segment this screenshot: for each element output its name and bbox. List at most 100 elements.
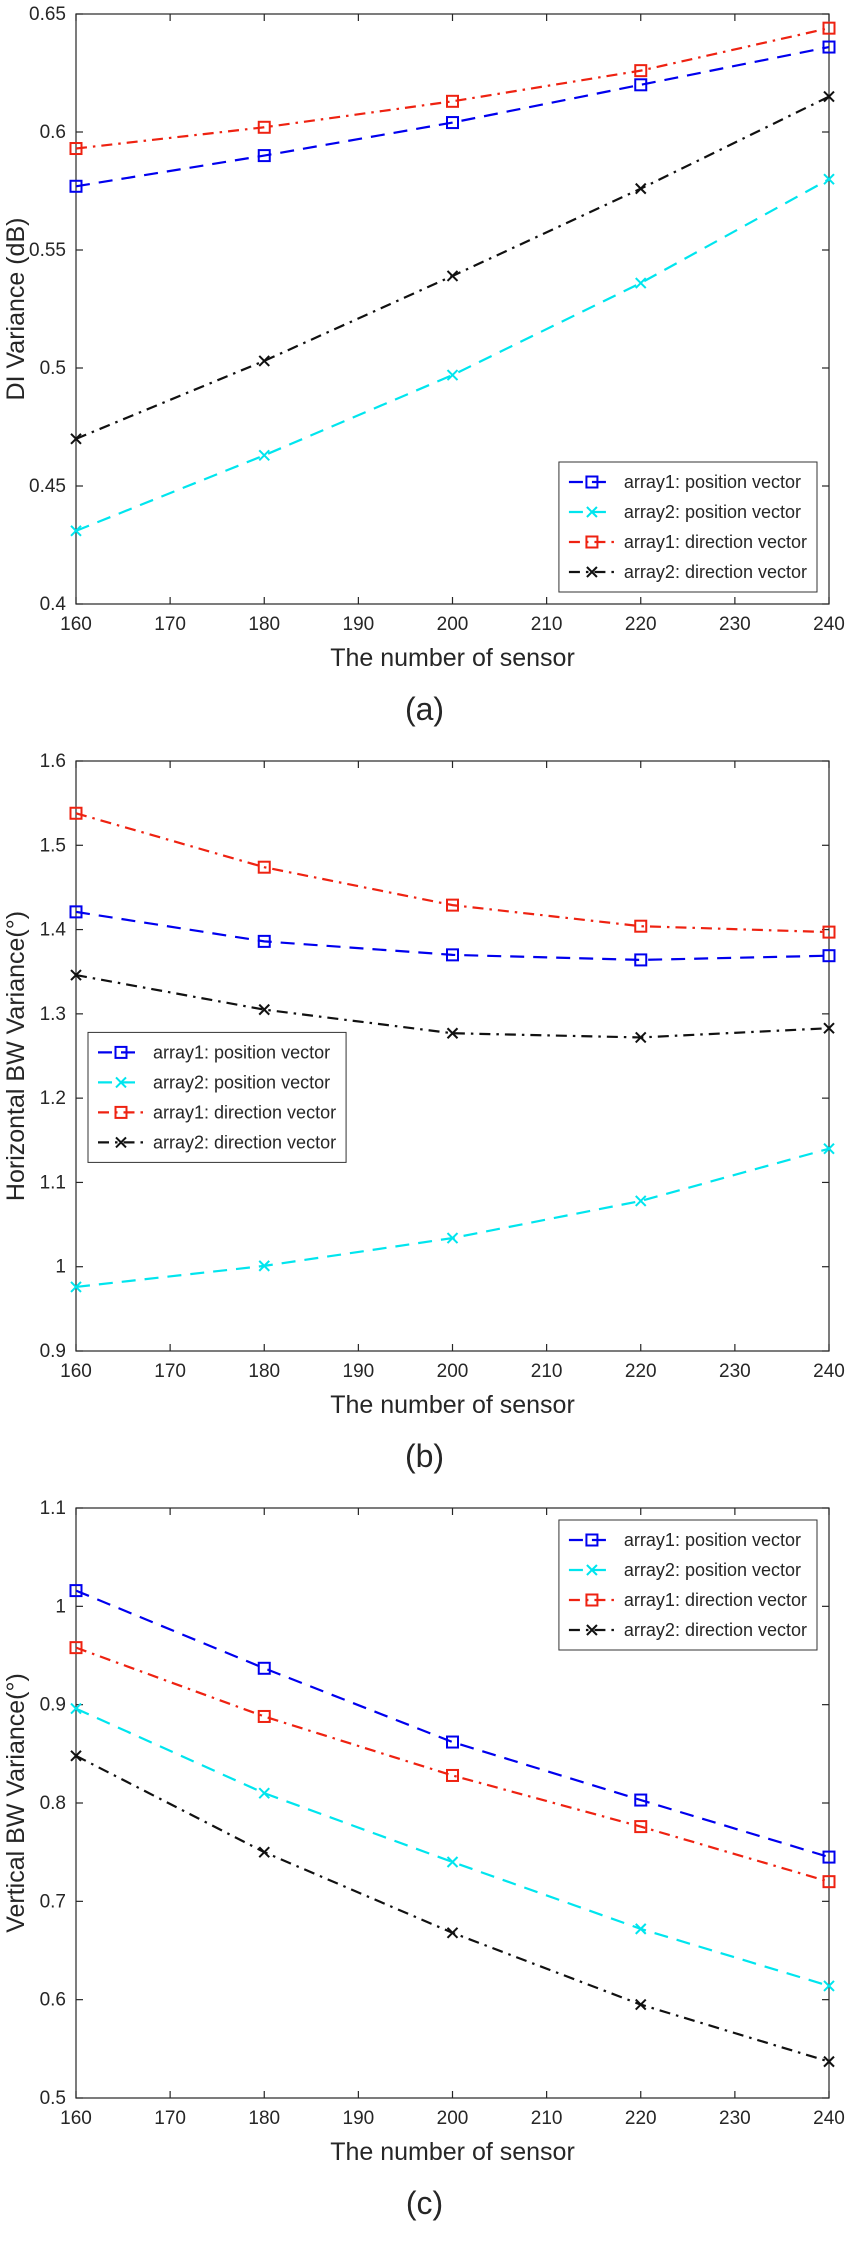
square-marker xyxy=(822,925,836,939)
x-marker xyxy=(258,1846,270,1858)
y-tick-label: 0.9 xyxy=(40,1341,66,1362)
square-marker xyxy=(634,1820,648,1834)
x-marker xyxy=(70,969,82,981)
x-tick-label: 180 xyxy=(248,2108,280,2129)
legend: array1: position vector array2: position … xyxy=(87,1031,347,1163)
legend-box xyxy=(87,1031,347,1163)
x-marker xyxy=(635,182,647,195)
x-axis-label: The number of sensor xyxy=(330,1391,575,1419)
y-tick-label: 0.6 xyxy=(40,1990,66,2011)
square-marker xyxy=(114,1045,128,1059)
legend-label: array1: position vector xyxy=(153,1042,330,1062)
square-marker xyxy=(257,860,271,874)
x-marker xyxy=(635,1923,647,1935)
x-marker xyxy=(70,1702,82,1715)
x-tick-label: 230 xyxy=(719,1361,751,1382)
x-marker xyxy=(823,1980,835,1992)
x-marker xyxy=(823,1143,835,1155)
x-tick-label: 170 xyxy=(154,1361,186,1382)
square-marker xyxy=(446,948,459,962)
square-marker xyxy=(634,64,648,78)
x-tick-label: 210 xyxy=(531,614,563,635)
x-marker xyxy=(258,449,270,462)
panel-b: 160 170 180 190 200 210 220 230 240 0.9 1 1.1 1.2 1.3… xyxy=(0,747,849,1494)
series-line xyxy=(75,812,830,934)
legend: array1: position vector array2: position … xyxy=(558,461,818,593)
x-marker xyxy=(70,433,82,445)
square-marker xyxy=(69,179,83,193)
x-marker xyxy=(258,1003,270,1016)
x-tick-label: 230 xyxy=(719,2108,751,2129)
legend-label: array2: position vector xyxy=(153,1072,330,1092)
square-marker xyxy=(585,535,599,549)
square-marker xyxy=(634,1793,648,1807)
x-marker xyxy=(635,1195,647,1207)
x-tick-label: 240 xyxy=(813,2108,845,2129)
legend-label: array1: direction vector xyxy=(153,1102,336,1122)
square-marker xyxy=(257,149,271,163)
square-marker xyxy=(257,934,271,948)
x-tick-label: 210 xyxy=(531,1361,563,1382)
x-tick-label: 220 xyxy=(625,2108,657,2129)
legend-label: array1: direction vector xyxy=(624,532,807,552)
y-tick-label: 0.7 xyxy=(40,1891,66,1912)
square-marker xyxy=(634,78,648,92)
legend-box xyxy=(558,461,818,593)
x-tick-label: 190 xyxy=(343,2108,375,2129)
chart-di-variance: 160 170 180 190 200 210 220 230 240 0.4 0.45 0.5 0.5… xyxy=(0,0,849,690)
x-marker xyxy=(586,566,598,578)
y-tick-label: 0.9 xyxy=(40,1695,66,1716)
x-tick-label: 160 xyxy=(60,2108,92,2129)
x-marker xyxy=(258,1787,270,1799)
caption-a: (a) xyxy=(404,691,445,727)
x-tick-label: 190 xyxy=(343,614,375,635)
x-tick-label: 240 xyxy=(813,1361,845,1382)
x-marker xyxy=(115,1076,127,1089)
x-marker xyxy=(823,1022,835,1034)
y-axis-label: Vertical BW Variance(°) xyxy=(2,1673,30,1933)
y-tick-label: 0.4 xyxy=(40,594,67,615)
y-tick-label: 0.55 xyxy=(29,240,66,261)
x-marker xyxy=(586,1624,598,1636)
square-marker xyxy=(585,1593,599,1607)
series-line xyxy=(75,1589,830,1859)
y-tick-label: 1.5 xyxy=(40,835,66,856)
x-tick-label: 170 xyxy=(154,2108,186,2129)
series-line xyxy=(75,1147,830,1289)
y-tick-label: 0.65 xyxy=(29,4,66,25)
x-marker xyxy=(258,1260,270,1272)
x-marker xyxy=(823,90,835,103)
x-marker xyxy=(586,506,598,518)
square-marker xyxy=(446,1735,459,1749)
chart-horizontal-bw-variance: 160 170 180 190 200 210 220 230 240 0.9 1 1.1 1.2 1.3… xyxy=(0,747,849,1437)
legend-label: array2: direction vector xyxy=(153,1132,336,1152)
y-tick-label: 0.45 xyxy=(29,476,66,497)
square-marker xyxy=(257,1709,271,1723)
square-marker xyxy=(69,1641,83,1655)
square-marker xyxy=(446,94,459,108)
x-marker xyxy=(446,369,459,381)
x-marker xyxy=(823,2055,835,2068)
x-tick-label: 190 xyxy=(343,1361,375,1382)
x-tick-label: 230 xyxy=(719,614,751,635)
legend-label: array2: direction vector xyxy=(624,1620,807,1640)
panel-c: 160 170 180 190 200 210 220 230 240 0.5 0.6 0.7 0.8 0… xyxy=(0,1494,849,2241)
series-line xyxy=(75,974,830,1039)
caption-c: (c) xyxy=(405,2185,444,2221)
y-tick-label: 0.8 xyxy=(40,1793,66,1814)
chart-svg: 160 170 180 190 200 210 220 230 240 0.5 0.6 0.7 0.8 0… xyxy=(2,1498,845,2166)
square-marker xyxy=(634,953,648,967)
chart-vertical-bw-variance: 160 170 180 190 200 210 220 230 240 0.5 0.6 0.7 0.8 0… xyxy=(0,1494,849,2184)
legend-label: array1: position vector xyxy=(624,1530,801,1550)
x-marker xyxy=(70,1281,82,1293)
square-marker xyxy=(446,1768,459,1782)
caption-b: (b) xyxy=(404,1438,445,1474)
y-tick-label: 0.5 xyxy=(40,2088,66,2109)
square-marker xyxy=(822,949,836,963)
y-tick-label: 1 xyxy=(55,1257,66,1278)
y-axis-label: Horizontal BW Variance(°) xyxy=(2,911,30,1201)
legend-label: array2: position vector xyxy=(624,1560,801,1580)
legend-label: array1: direction vector xyxy=(624,1590,807,1610)
x-marker xyxy=(446,1856,459,1868)
series-line xyxy=(75,1754,830,2063)
